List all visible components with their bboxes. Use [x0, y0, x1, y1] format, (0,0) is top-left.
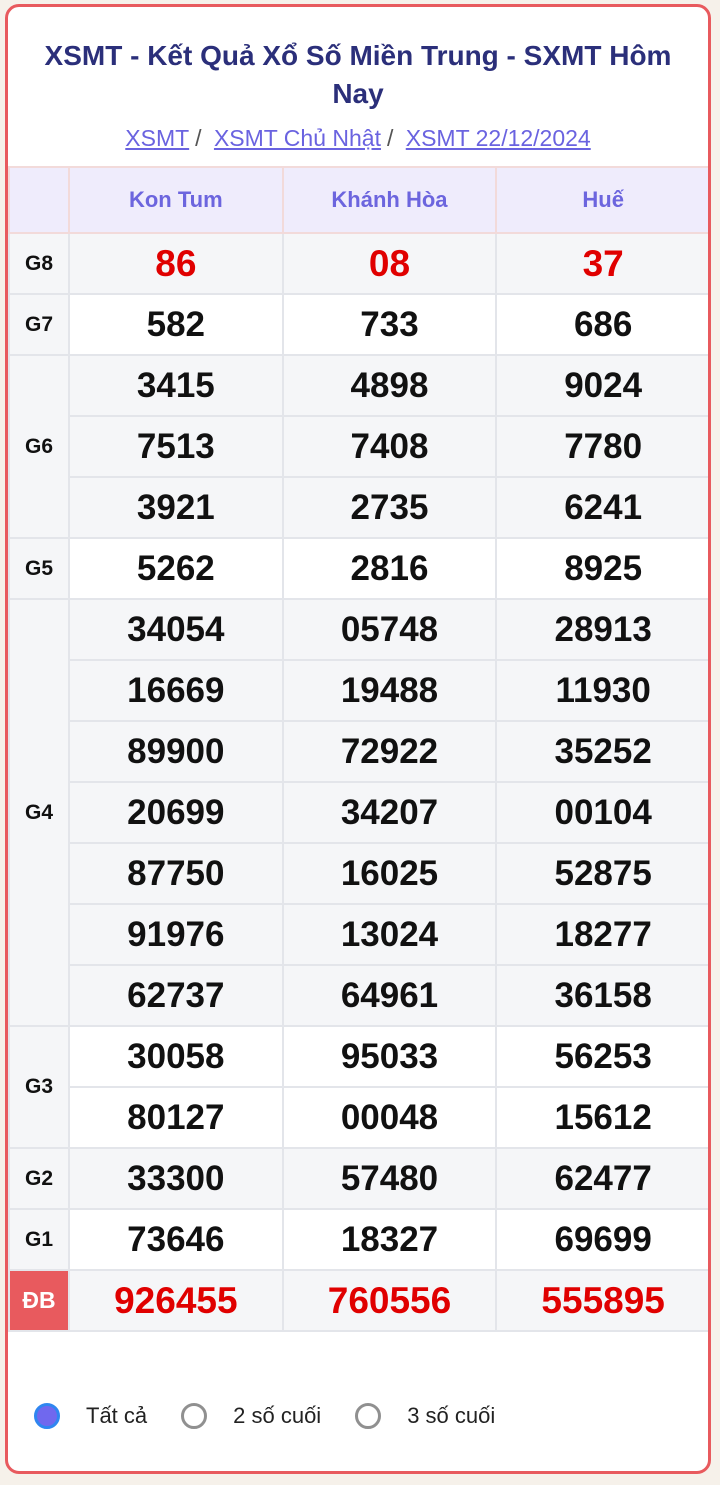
prize-number: 760556 — [281, 1269, 498, 1332]
prize-number: 13024 — [281, 903, 498, 966]
prize-number: 34207 — [281, 781, 498, 844]
prize-row: 16669 19488 11930 — [9, 659, 708, 722]
prize-number: 30058 — [68, 1025, 284, 1088]
prize-number: 36158 — [495, 964, 708, 1027]
prize-label: G5 — [8, 537, 70, 600]
prize-label: G7 — [8, 293, 70, 356]
prize-number: 2735 — [281, 476, 498, 539]
prize-number: 18327 — [281, 1208, 498, 1271]
prize-number: 7408 — [281, 415, 498, 478]
prize-row: G4 34054 05748 28913 — [8, 598, 708, 1027]
prize-label: G1 — [8, 1208, 70, 1271]
prize-row: G6 3415 4898 9024 — [8, 354, 708, 539]
prize-row: 89900 72922 35252 — [9, 720, 708, 783]
results-table: Kon Tum Khánh Hòa Huế G8 86 08 37 G7 582 733 68… — [8, 166, 708, 1332]
prize-number: 72922 — [281, 720, 498, 783]
prize-row: 7513 7408 7780 — [9, 415, 708, 478]
prize-number: 52875 — [495, 842, 708, 905]
prize-row: 87750 16025 52875 — [9, 842, 708, 905]
prize-number: 37 — [495, 232, 708, 295]
prize-number: 28913 — [495, 598, 708, 661]
prize-number: 6241 — [495, 476, 708, 539]
prize-number: 89900 — [68, 720, 284, 783]
prize-number: 34054 — [68, 598, 284, 661]
prize-row: G5 5262 2816 8925 — [8, 537, 708, 600]
digit-filter: Tất cả 2 số cuối 3 số cuối — [34, 1403, 529, 1429]
province-header[interactable]: Huế — [495, 166, 708, 234]
prize-label: G2 — [8, 1147, 70, 1210]
prize-number: 62737 — [68, 964, 284, 1027]
prize-number: 582 — [68, 293, 284, 356]
prize-number: 5262 — [68, 537, 284, 600]
page-title: XSMT - Kết Quả Xổ Số Miền Trung - SXMT H… — [44, 40, 672, 109]
prize-number: 3415 — [68, 354, 284, 417]
prize-number: 05748 — [281, 598, 498, 661]
prize-number: 69699 — [495, 1208, 708, 1271]
prize-label: G6 — [8, 354, 70, 539]
prize-number: 64961 — [281, 964, 498, 1027]
prize-number: 91976 — [68, 903, 284, 966]
prize-number: 15612 — [495, 1086, 708, 1149]
breadcrumb-sunday[interactable]: XSMT Chủ Nhật — [213, 125, 381, 151]
province-header[interactable]: Kon Tum — [68, 166, 284, 234]
breadcrumb-date[interactable]: XSMT 22/12/2024 — [405, 125, 591, 151]
prize-number: 56253 — [495, 1025, 708, 1088]
prize-label: ĐB — [8, 1269, 70, 1332]
prize-number: 16669 — [68, 659, 284, 722]
prize-label: G8 — [8, 232, 70, 295]
prize-number: 20699 — [68, 781, 284, 844]
prize-number: 7780 — [495, 415, 708, 478]
prize-number: 7513 — [68, 415, 284, 478]
prize-row: G7 582 733 686 — [8, 293, 708, 356]
header-empty — [8, 166, 70, 234]
radio-last-2[interactable] — [181, 1403, 208, 1429]
radio-last-3[interactable] — [355, 1403, 382, 1429]
prize-number: 3921 — [68, 476, 284, 539]
prize-number: 00104 — [495, 781, 708, 844]
breadcrumb-xsmt[interactable]: XSMT — [125, 125, 190, 151]
prize-number: 9024 — [495, 354, 708, 417]
prize-number: 926455 — [68, 1269, 284, 1332]
prize-number: 16025 — [281, 842, 498, 905]
prize-row: ĐB 926455 760556 555895 — [8, 1269, 708, 1332]
prize-number: 11930 — [495, 659, 708, 722]
results-card: XSMT - Kết Quả Xổ Số Miền Trung - SXMT H… — [5, 4, 711, 1474]
prize-number: 555895 — [495, 1269, 708, 1332]
prize-number: 80127 — [68, 1086, 284, 1149]
prize-row: 91976 13024 18277 — [9, 903, 708, 966]
prize-number: 33300 — [68, 1147, 284, 1210]
prize-row: 3921 2735 6241 — [9, 476, 708, 539]
prize-number: 08 — [281, 232, 498, 295]
prize-number: 87750 — [68, 842, 284, 905]
radio-all[interactable] — [34, 1403, 60, 1429]
prize-number: 733 — [281, 293, 498, 356]
prize-number: 00048 — [281, 1086, 498, 1149]
prize-number: 86 — [68, 232, 284, 295]
prize-label: G4 — [8, 598, 70, 1027]
prize-number: 4898 — [281, 354, 498, 417]
radio-label: Tất cả — [86, 1403, 148, 1428]
prize-number: 95033 — [281, 1025, 498, 1088]
prize-number: 8925 — [495, 537, 708, 600]
prize-number: 73646 — [68, 1208, 284, 1271]
prize-row: 62737 64961 36158 — [9, 964, 708, 1027]
prize-number: 35252 — [495, 720, 708, 783]
radio-label: 2 số cuối — [233, 1403, 322, 1428]
breadcrumb: XSMT / XSMT Chủ Nhật / XSMT 22/12/2024 — [125, 125, 591, 151]
prize-number: 62477 — [495, 1147, 708, 1210]
prize-row: 80127 00048 15612 — [9, 1086, 708, 1149]
prize-row: 20699 34207 00104 — [9, 781, 708, 844]
prize-row: G8 86 08 37 — [8, 232, 708, 295]
prize-number: 19488 — [281, 659, 498, 722]
prize-number: 686 — [495, 293, 708, 356]
prize-label: G3 — [8, 1025, 70, 1149]
prize-number: 18277 — [495, 903, 708, 966]
prize-row: G1 73646 18327 69699 — [8, 1208, 708, 1271]
prize-number: 2816 — [281, 537, 498, 600]
province-header[interactable]: Khánh Hòa — [281, 166, 498, 234]
prize-row: G3 30058 95033 56253 — [8, 1025, 708, 1149]
prize-row: G2 33300 57480 62477 — [8, 1147, 708, 1210]
radio-label: 3 số cuối — [407, 1403, 496, 1428]
prize-number: 57480 — [281, 1147, 498, 1210]
